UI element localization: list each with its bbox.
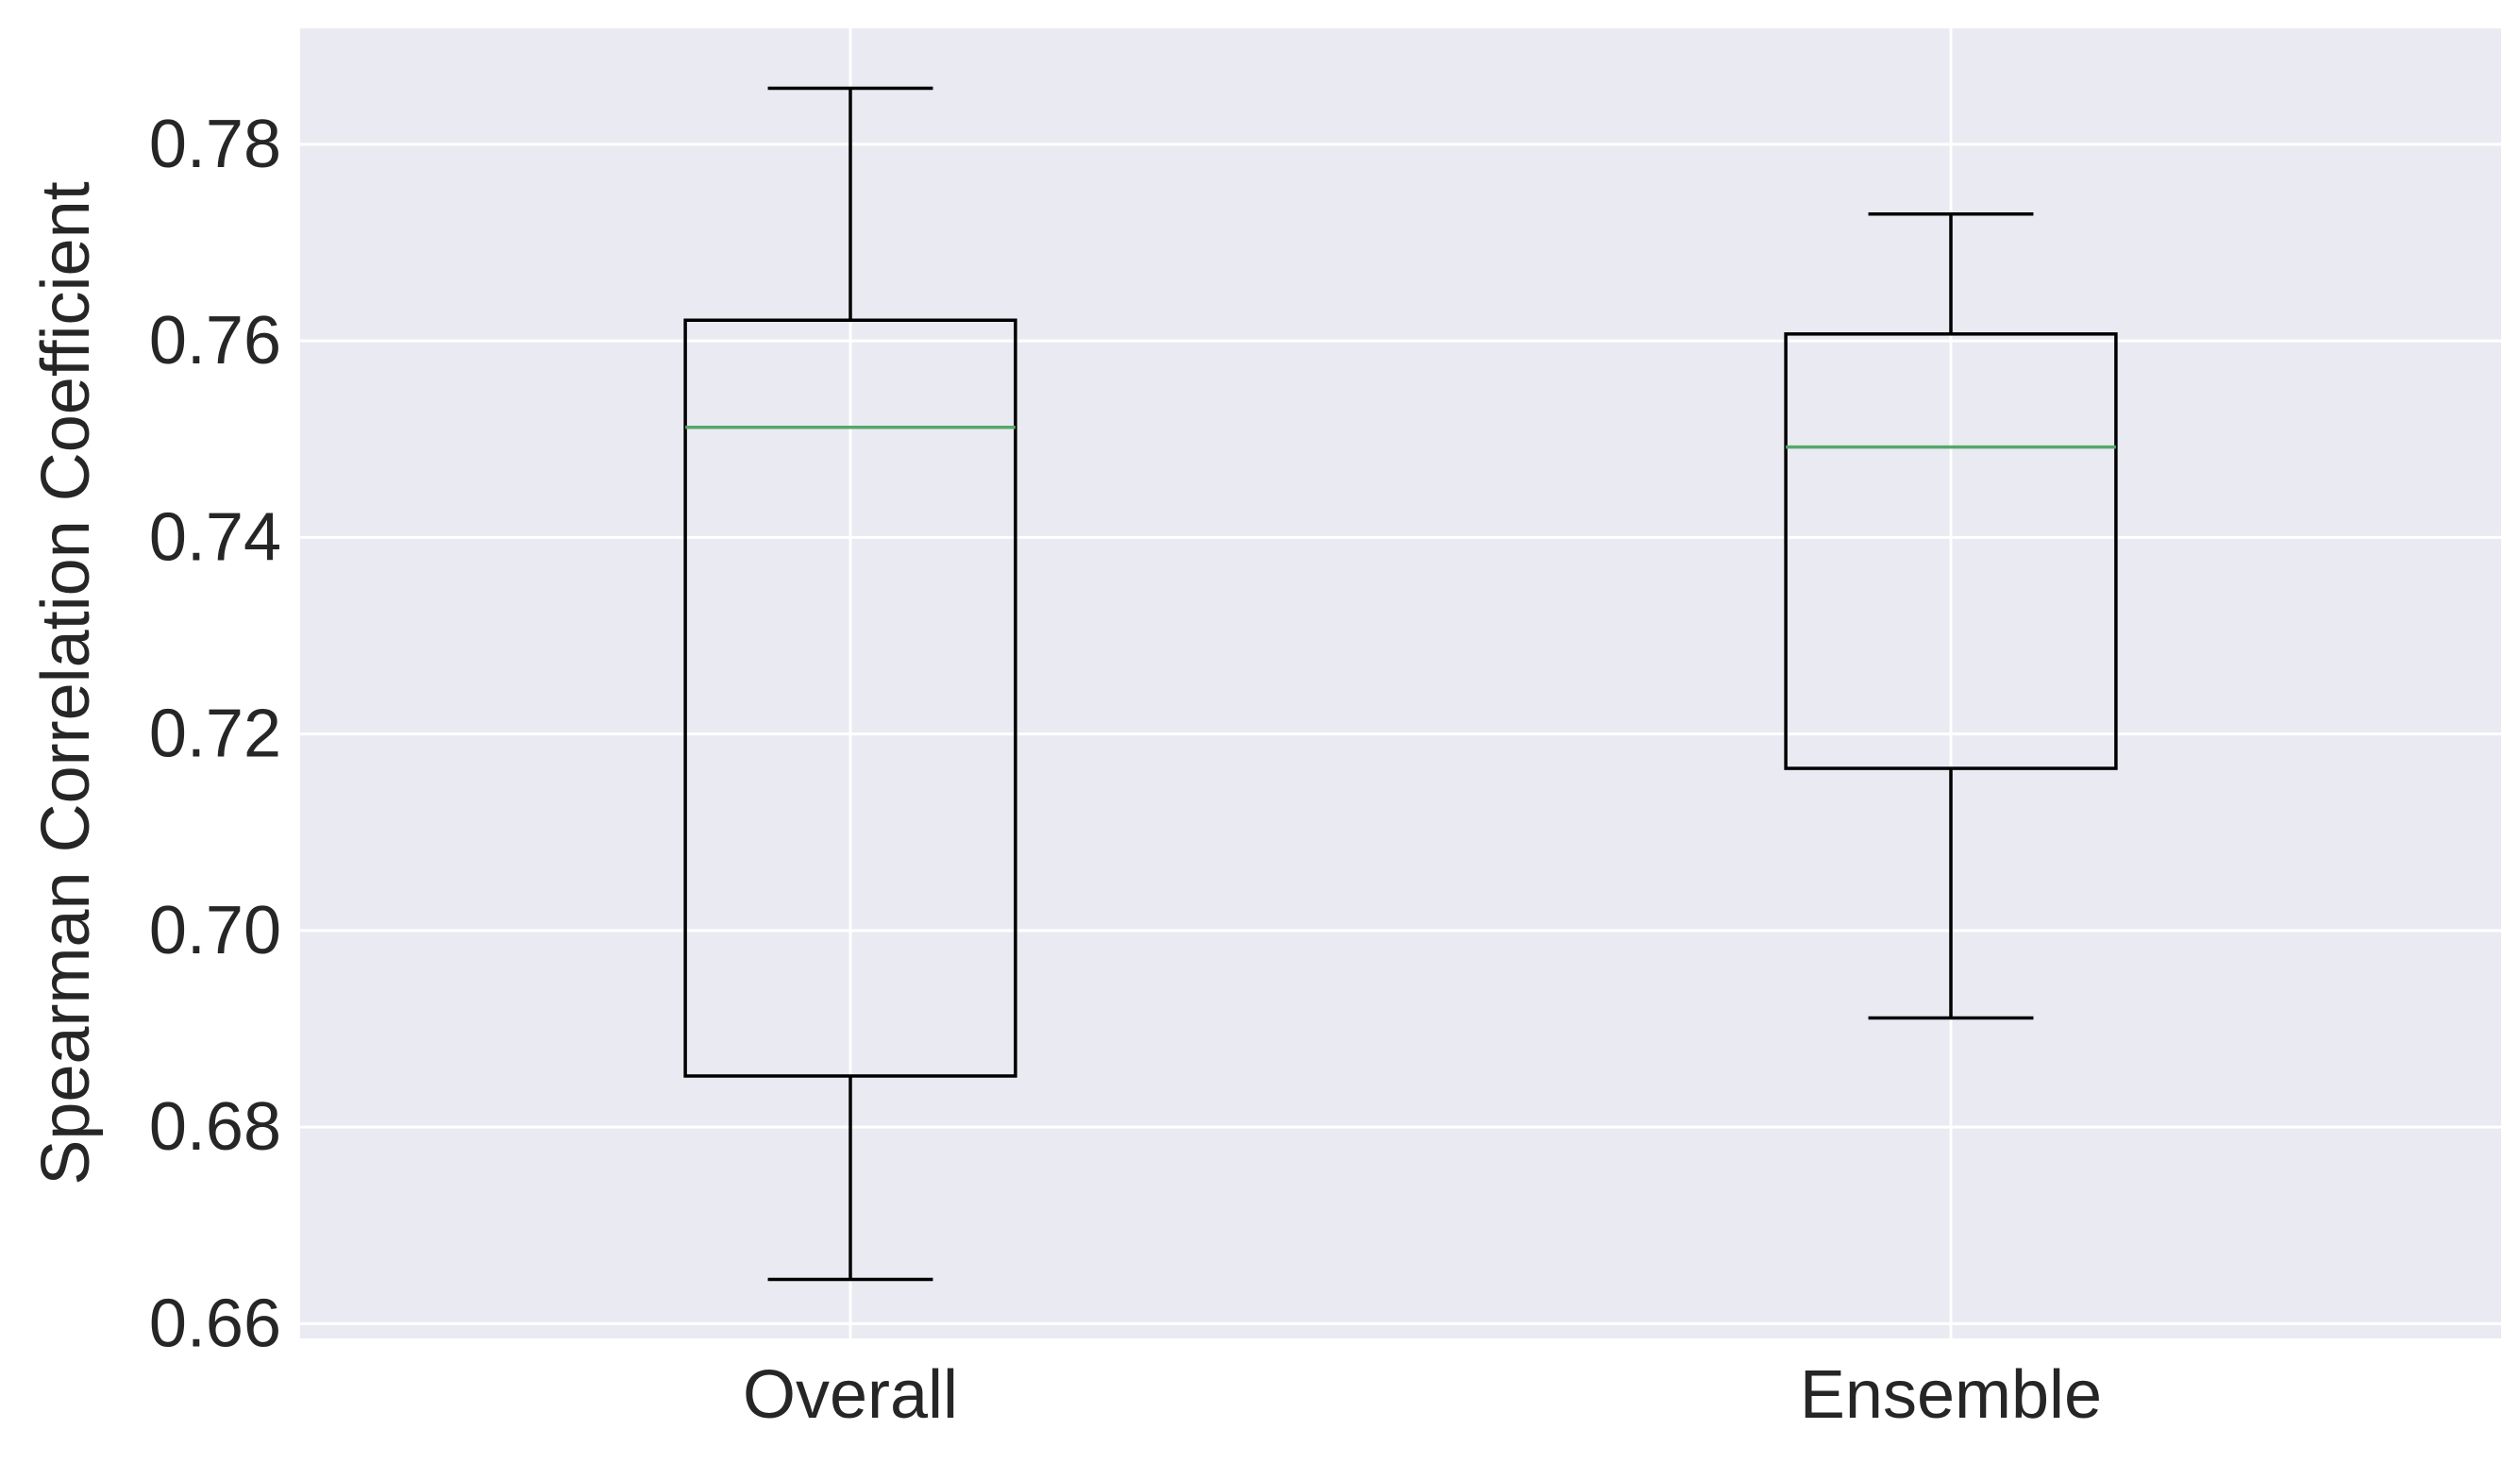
box-rect: [683, 318, 1017, 1078]
y-tick-labels: 0.66 0.68 0.70 0.72 0.74 0.76 0.78: [149, 107, 281, 1362]
y-tick-label: 0.78: [149, 107, 281, 182]
y-tick-label: 0.72: [149, 697, 281, 772]
boxes: [683, 86, 2118, 1282]
y-axis-label: Spearman Correlation Coefficient: [28, 181, 104, 1185]
grid-lines: [300, 28, 2501, 1338]
box-rect: [1784, 332, 2118, 770]
plot-area: [300, 28, 2501, 1338]
y-tick-label: 0.68: [149, 1089, 281, 1165]
y-tick-label: 0.66: [149, 1286, 281, 1361]
x-tick-label: Ensemble: [1800, 1357, 2102, 1433]
box-ensemble: [1784, 212, 2118, 1020]
x-tick-label: Overall: [743, 1357, 958, 1433]
y-tick-label: 0.74: [149, 499, 281, 575]
box-overall: [683, 86, 1017, 1282]
x-tick-labels: Overall Ensemble: [743, 1357, 2102, 1433]
y-tick-label: 0.76: [149, 303, 281, 378]
y-tick-label: 0.70: [149, 893, 281, 968]
